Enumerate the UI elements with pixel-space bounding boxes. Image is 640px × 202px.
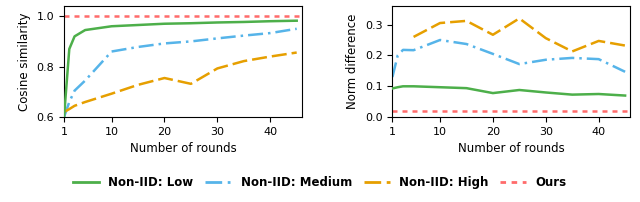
- Legend: Non-IID: Low, Non-IID: Medium, Non-IID: High, Ours: Non-IID: Low, Non-IID: Medium, Non-IID: …: [68, 172, 572, 194]
- Y-axis label: Norm difference: Norm difference: [346, 14, 360, 109]
- X-axis label: Number of rounds: Number of rounds: [458, 142, 564, 155]
- Y-axis label: Cosine similarity: Cosine similarity: [18, 12, 31, 111]
- X-axis label: Number of rounds: Number of rounds: [130, 142, 236, 155]
